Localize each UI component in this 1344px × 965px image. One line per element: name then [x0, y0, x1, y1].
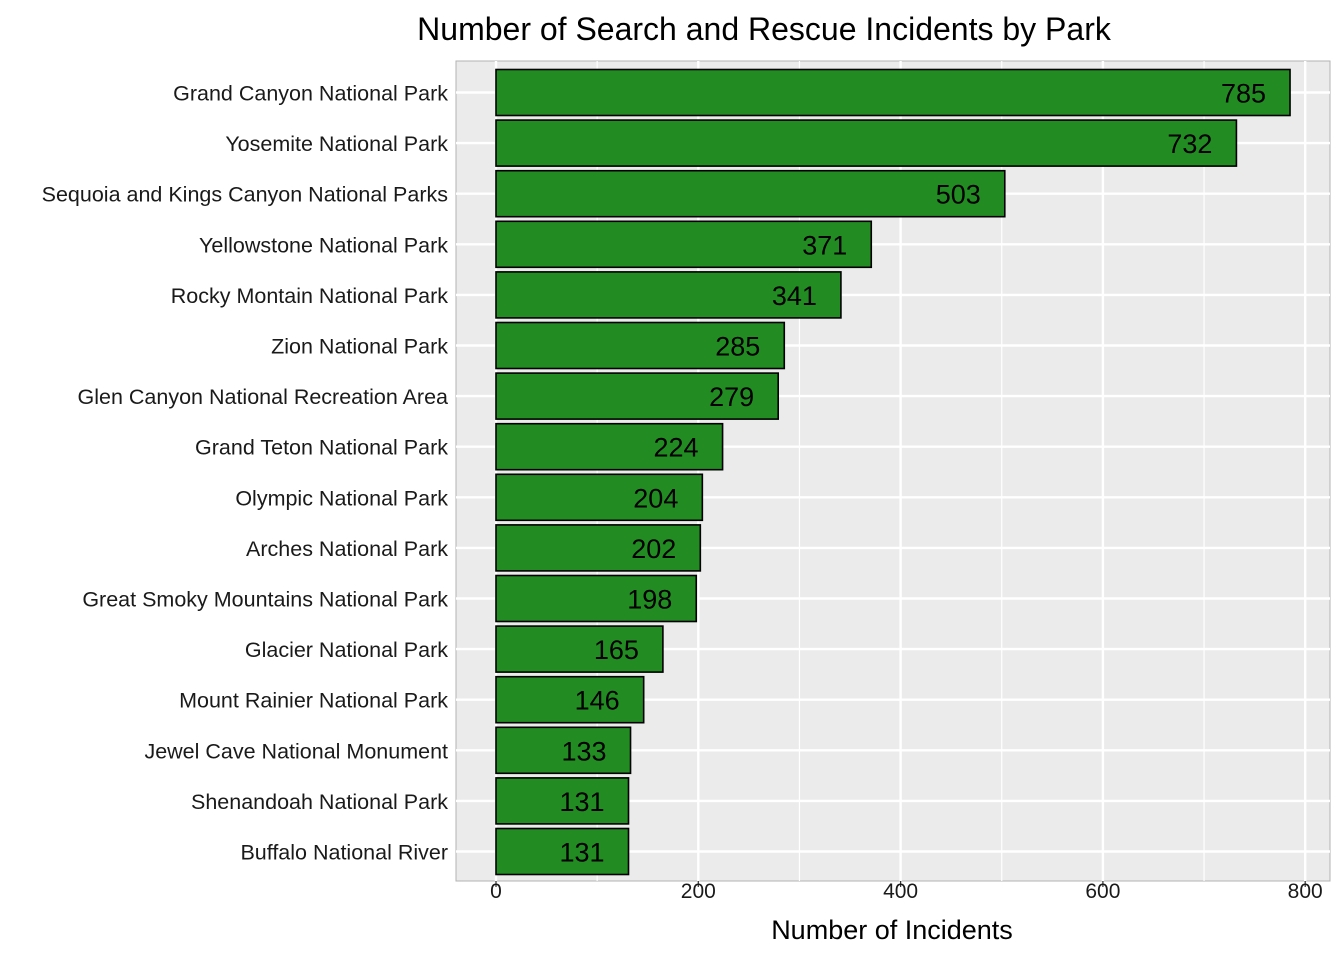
bar — [495, 271, 842, 319]
category-label: Yosemite National Park — [225, 132, 448, 156]
category-label: Zion National Park — [271, 335, 448, 359]
bar — [495, 777, 630, 825]
category-axis: Grand Canyon National Park Yosemite Natio… — [42, 82, 449, 865]
x-tick-label: 0 — [490, 880, 502, 903]
x-tick-label: 600 — [1085, 880, 1120, 903]
bar — [495, 827, 630, 876]
data-label: 732 — [1167, 129, 1212, 159]
category-label: Glacier National Park — [245, 638, 448, 662]
data-label: 202 — [631, 534, 676, 564]
data-label: 371 — [802, 230, 847, 260]
bar — [495, 524, 702, 572]
bar — [495, 625, 664, 673]
category-label: Yellowstone National Park — [199, 233, 448, 257]
category-label: Arches National Park — [246, 537, 448, 561]
category-label: Mount Rainier National Park — [179, 689, 448, 713]
category-label: Rocky Montain National Park — [171, 284, 448, 308]
category-label: Grand Teton National Park — [195, 436, 448, 460]
data-label: 204 — [633, 483, 678, 513]
bar — [495, 220, 873, 269]
bar — [495, 726, 632, 775]
category-label: Great Smoky Mountains National Park — [82, 588, 448, 612]
bar — [495, 473, 704, 522]
category-label: Glen Canyon National Recreation Area — [78, 385, 449, 409]
x-tick-label: 400 — [883, 880, 918, 903]
bar — [495, 119, 1238, 167]
x-tick-label: 800 — [1288, 880, 1323, 903]
data-label: 279 — [709, 382, 754, 412]
bars — [495, 68, 1291, 876]
x-tick-label: 200 — [681, 880, 716, 903]
bar — [495, 372, 780, 420]
category-label: Grand Canyon National Park — [173, 82, 448, 106]
bar — [495, 675, 645, 724]
bar — [495, 169, 1006, 218]
category-label: Olympic National Park — [235, 486, 448, 510]
data-label: 785 — [1221, 79, 1266, 109]
bar — [495, 574, 698, 623]
x-axis-title: Number of Incidents — [771, 915, 1013, 945]
category-label: Buffalo National River — [240, 841, 448, 865]
data-label: 285 — [715, 332, 760, 362]
data-label: 198 — [627, 585, 672, 615]
data-label: 133 — [561, 736, 606, 766]
chart-title: Number of Search and Rescue Incidents by… — [417, 11, 1112, 47]
data-labels: 785 732 503 371 341 285 279 224 204 202 198 165 146 1… — [559, 79, 1266, 868]
data-label: 131 — [559, 787, 604, 817]
data-label: 165 — [594, 635, 639, 665]
bar — [495, 422, 724, 471]
data-label: 503 — [936, 180, 981, 210]
data-label: 131 — [559, 838, 604, 868]
data-label: 341 — [772, 281, 817, 311]
bar — [495, 68, 1291, 117]
category-label: Jewel Cave National Monument — [144, 739, 448, 763]
category-label: Sequoia and Kings Canyon National Parks — [42, 183, 448, 207]
bar — [495, 321, 786, 370]
x-axis: 0 200 400 600 800 — [490, 880, 1323, 903]
data-label: 146 — [575, 686, 620, 716]
data-label: 224 — [654, 433, 699, 463]
category-label: Shenandoah National Park — [191, 790, 448, 814]
